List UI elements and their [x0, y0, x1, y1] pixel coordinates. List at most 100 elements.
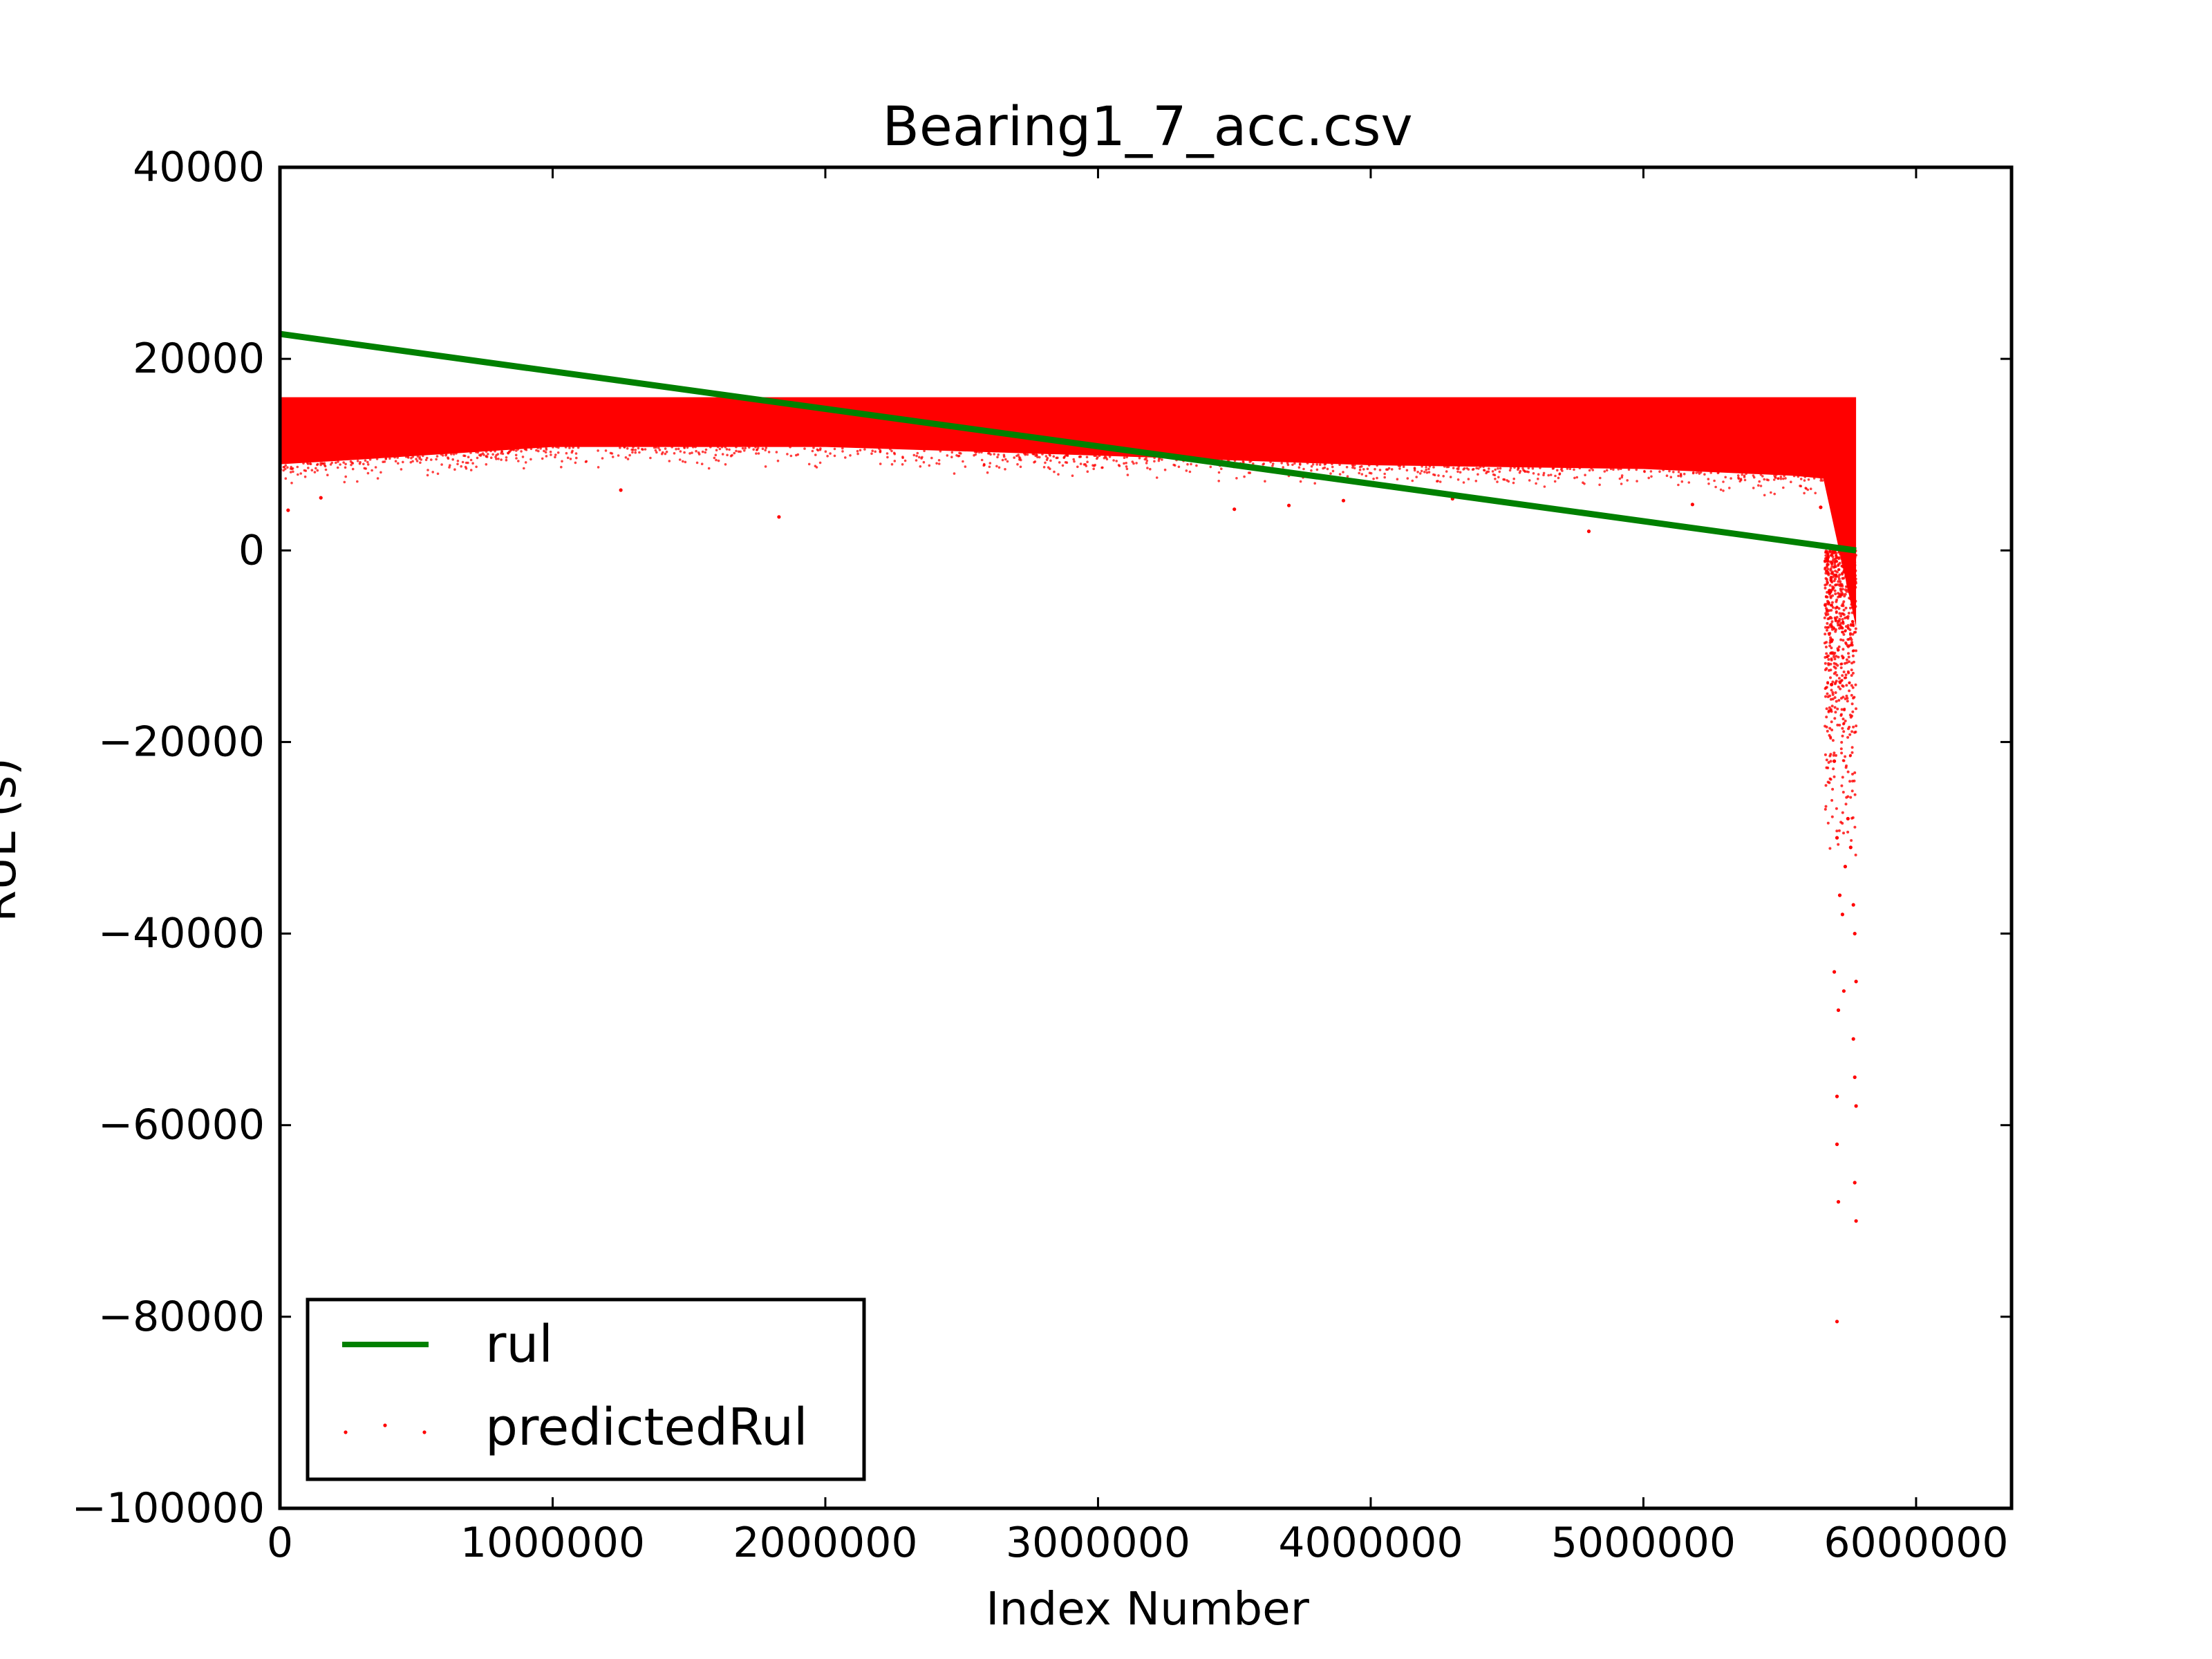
predicted-rul-fringe-point — [1248, 460, 1251, 463]
predicted-rul-fringe-point — [715, 449, 718, 451]
predicted-rul-fringe-point — [1620, 474, 1624, 477]
predicted-rul-fringe-point — [700, 462, 704, 465]
predicted-rul-fringe-point — [1763, 478, 1765, 481]
predicted-rul-fringe-point — [626, 458, 630, 460]
legend: rul predictedRul — [306, 1297, 866, 1481]
predicted-rul-fringe-point — [1013, 456, 1015, 459]
predicted-rul-fringe-point — [695, 461, 699, 465]
predicted-rul-fringe-point — [928, 464, 931, 467]
predicted-rul-tail-point — [1835, 807, 1838, 810]
predicted-rul-point — [1833, 759, 1837, 763]
predicted-rul-fringe-point — [452, 453, 456, 456]
predicted-rul-fringe-point — [1066, 453, 1069, 456]
predicted-rul-fringe-point — [1002, 455, 1006, 458]
predicted-rul-tail-point — [1853, 825, 1857, 829]
predicted-rul-fringe-point — [1402, 465, 1405, 468]
predicted-rul-tail-point — [1824, 626, 1827, 629]
predicted-rul-tail-point — [1853, 793, 1857, 796]
predicted-rul-fringe-point — [1463, 467, 1466, 470]
predicted-rul-fringe-point — [841, 447, 844, 450]
predicted-rul-fringe-point — [1398, 467, 1401, 470]
predicted-rul-tail-point — [1848, 585, 1852, 589]
predicted-rul-fringe-point — [1185, 469, 1188, 472]
predicted-rul-fringe-point — [515, 457, 518, 460]
predicted-rul-tail-point — [1837, 829, 1841, 832]
predicted-rul-fringe-point — [918, 456, 921, 459]
predicted-rul-fringe-point — [411, 456, 415, 458]
predicted-rul-fringe-point — [1650, 475, 1653, 478]
predicted-rul-fringe-point — [514, 453, 518, 457]
predicted-rul-fringe-point — [1318, 463, 1322, 466]
predicted-rul-band — [279, 397, 1858, 856]
predicted-rul-tail-point — [1850, 565, 1854, 569]
predicted-rul-fringe-point — [335, 461, 337, 465]
chart-title: Bearing1_7_acc.csv — [882, 96, 1412, 158]
predicted-rul-fringe-point — [545, 455, 548, 458]
predicted-rul-tail-point — [1840, 708, 1844, 711]
predicted-rul-tail-point — [1828, 632, 1832, 635]
predicted-rul-fringe-point — [1477, 473, 1479, 476]
predicted-rul-tail-point — [1854, 853, 1857, 856]
predicted-rul-fringe-point — [1269, 460, 1272, 464]
predicted-rul-tail-point — [1825, 595, 1828, 599]
predicted-rul-fringe-point — [997, 453, 1000, 456]
predicted-rul-fringe-point — [1591, 469, 1595, 471]
y-tick-label: 20000 — [133, 335, 265, 383]
predicted-rul-tail-point — [1850, 684, 1853, 687]
predicted-rul-tail-point — [1832, 558, 1835, 561]
predicted-rul-fringe-point — [922, 460, 926, 464]
predicted-rul-fringe-point — [893, 460, 897, 462]
predicted-rul-tail-point — [1854, 730, 1857, 733]
predicted-rul-fringe-point — [289, 471, 292, 474]
predicted-rul-fringe-point — [1803, 491, 1806, 495]
predicted-rul-tail-point — [1833, 657, 1837, 661]
predicted-rul-fringe-point — [435, 455, 439, 458]
predicted-rul-fringe-point — [912, 453, 916, 457]
predicted-rul-fringe-point — [366, 471, 370, 475]
predicted-rul-tail-point — [1854, 627, 1857, 630]
predicted-rul-fringe-point — [1759, 485, 1763, 487]
predicted-rul-tail-point — [1853, 563, 1856, 566]
predicted-rul-fringe-point — [955, 454, 958, 457]
predicted-rul-tail-point — [1842, 832, 1845, 835]
predicted-rul-fringe-point — [1346, 475, 1349, 478]
predicted-rul-tail-point — [1841, 811, 1844, 814]
predicted-rul-fringe-point — [1126, 474, 1130, 476]
predicted-rul-fringe-point — [366, 460, 369, 464]
predicted-rul-fringe-point — [1044, 455, 1048, 458]
predicted-rul-fringe-point — [641, 448, 644, 451]
predicted-rul-tail-point — [1839, 687, 1842, 691]
x-tick-label: 1000000 — [460, 1519, 645, 1567]
predicted-rul-fringe-point — [1427, 471, 1431, 474]
predicted-rul-tail-point — [1839, 666, 1843, 669]
predicted-rul-fringe-point — [1299, 463, 1302, 466]
predicted-rul-fringe-point — [1452, 467, 1455, 469]
predicted-rul-fringe-point — [394, 460, 397, 462]
predicted-rul-tail-point — [1824, 695, 1827, 698]
predicted-rul-tail-point — [1841, 618, 1844, 621]
predicted-rul-tail-point — [1848, 606, 1852, 610]
predicted-rul-fringe-point — [1374, 467, 1376, 471]
predicted-rul-fringe-point — [1442, 475, 1445, 478]
predicted-rul-tail-point — [1839, 821, 1843, 824]
predicted-rul-tail-point — [1850, 789, 1854, 793]
predicted-rul-fringe-point — [665, 450, 668, 453]
predicted-rul-tail-point — [1841, 639, 1845, 642]
predicted-rul-fringe-point — [1752, 487, 1755, 489]
predicted-rul-fringe-point — [626, 447, 629, 450]
predicted-rul-tail-point — [1829, 596, 1833, 599]
predicted-rul-fringe-point — [1612, 468, 1615, 471]
predicted-rul-tail-point — [1828, 550, 1832, 554]
predicted-rul-fringe-point — [1782, 477, 1785, 480]
predicted-rul-fringe-point — [1665, 474, 1669, 477]
predicted-rul-tail-point — [1853, 601, 1856, 604]
predicted-rul-fringe-point — [1376, 464, 1378, 467]
predicted-rul-fringe-point — [714, 453, 718, 457]
predicted-rul-tail-point — [1831, 691, 1835, 694]
predicted-rul-fringe-point — [1383, 472, 1386, 476]
predicted-rul-fringe-point — [456, 460, 460, 462]
predicted-rul-fringe-point — [497, 458, 500, 460]
predicted-rul-tail-point — [1830, 622, 1833, 626]
predicted-rul-tail-point — [1850, 693, 1853, 697]
